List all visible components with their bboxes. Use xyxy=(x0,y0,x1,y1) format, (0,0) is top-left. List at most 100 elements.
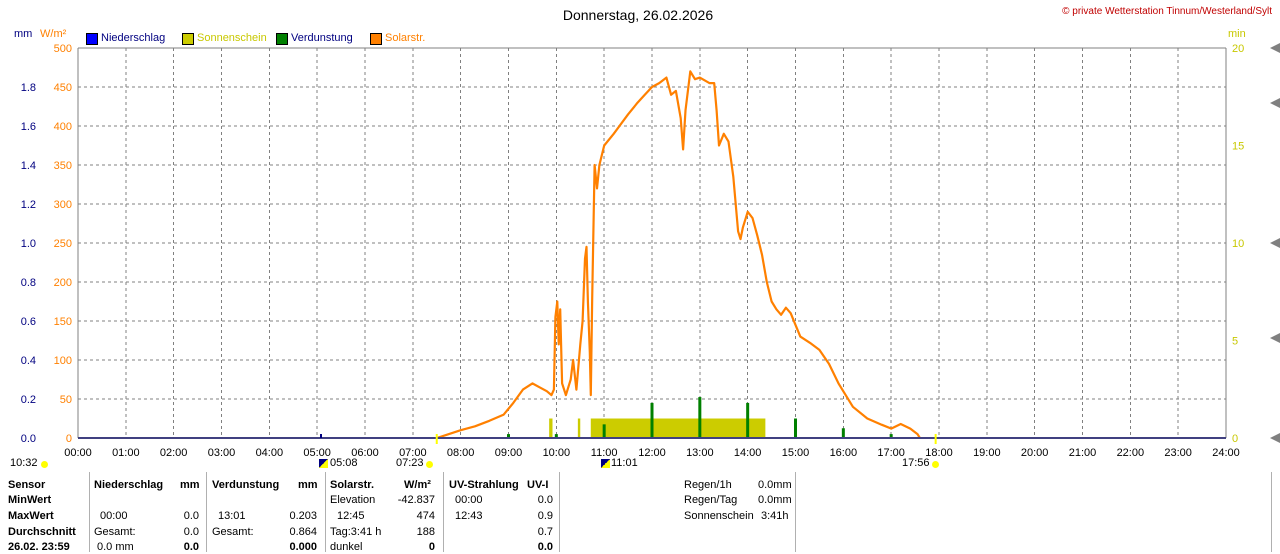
x-tick-label: 12:00 xyxy=(638,447,666,459)
solar-avg-label: Tag:3:41 h xyxy=(330,526,382,538)
unit-wm2: W/m² xyxy=(40,28,67,40)
table-divider xyxy=(795,472,796,552)
x-tick-label: 00:00 xyxy=(64,447,92,459)
y-tick-label-mm: 0.6 xyxy=(21,316,36,328)
precip-unit: mm xyxy=(180,479,200,491)
chart: 00:00 01:00 02:00 03:00 04:00 05:00 06:00 07:00… xyxy=(21,43,1280,459)
x-tick-label: 02:00 xyxy=(160,447,188,459)
sunrise-label: 05:08 xyxy=(330,457,358,469)
x-tick-label: 03:00 xyxy=(208,447,236,459)
evaporation-bar xyxy=(889,434,893,438)
solar-header: Solarstr. xyxy=(330,479,375,491)
x-tick-label: 08:00 xyxy=(447,447,475,459)
summary-rain-day-value: 0.0mm xyxy=(758,494,792,506)
summary-rain-1h-label: Regen/1h xyxy=(684,479,732,491)
x-tick-label: 18:00 xyxy=(925,447,953,459)
x-tick-label: 01:00 xyxy=(112,447,140,459)
y-tick-label-mm: 0.4 xyxy=(21,355,36,367)
evap-now-total: 0.000 xyxy=(289,541,317,553)
x-tick-label: 23:00 xyxy=(1164,447,1192,459)
chart-title: Donnerstag, 26.02.2026 xyxy=(562,7,714,23)
solar-min-label: Elevation xyxy=(330,494,376,506)
y-tick-label-wm2: 0 xyxy=(66,433,72,445)
precip-now-total: 0.0 xyxy=(183,541,199,553)
right-arrow-decoration xyxy=(1262,40,1280,450)
right-arrow-icon xyxy=(1270,43,1280,53)
dawn-label: 07:23 xyxy=(396,457,424,469)
dawn-tick xyxy=(435,434,438,444)
row-label-now: 26.02. 23:59 xyxy=(8,541,70,553)
evap-unit: mm xyxy=(298,479,318,491)
summary-sunshine-value: 3:41h xyxy=(761,510,789,522)
x-tick-label: 11:00 xyxy=(591,447,618,459)
x-tick-label: 10:00 xyxy=(543,447,571,459)
start-time-dot xyxy=(41,461,48,468)
evap-avg-value: 0.864 xyxy=(289,526,317,538)
solar-min-value: -42.837 xyxy=(397,494,435,506)
x-tick-label: 04:00 xyxy=(256,447,284,459)
x-tick-label: 19:00 xyxy=(973,447,1001,459)
precip-max-time: 00:00 xyxy=(100,510,128,522)
solar-now-label: dunkel xyxy=(330,541,363,553)
precip-now-value: 0.0 mm xyxy=(97,541,134,553)
evaporation-bar xyxy=(841,428,845,438)
y-tick-label-mm: 1.6 xyxy=(21,121,36,133)
uv-header: UV-Strahlung xyxy=(449,479,519,491)
right-arrow-icon xyxy=(1270,98,1280,108)
x-tick-label: 16:00 xyxy=(830,447,858,459)
y-tick-label-mm: 0.8 xyxy=(21,277,36,289)
sunset-tick xyxy=(934,434,937,444)
legend-swatch-precip xyxy=(86,33,98,45)
table-divider xyxy=(206,472,207,552)
precip-header: Niederschlag xyxy=(94,479,164,491)
y-tick-label-wm2: 100 xyxy=(54,355,72,367)
y-tick-label-mm: 1.8 xyxy=(21,82,36,94)
copyright-symbol: © xyxy=(1062,6,1070,17)
solar-max-value: 474 xyxy=(416,510,435,522)
right-arrow-icon xyxy=(1270,238,1280,248)
sunshine-bar xyxy=(549,418,553,438)
y-tick-label-min: 10 xyxy=(1232,238,1244,250)
grid-lines xyxy=(78,48,1226,438)
y-tick-label-wm2: 50 xyxy=(60,394,72,406)
legend-swatch-evap xyxy=(276,33,288,45)
solar-now-value: 0 xyxy=(428,541,435,553)
uv-min-time: 00:00 xyxy=(455,494,483,506)
table-divider xyxy=(559,472,560,552)
evaporation-bar xyxy=(602,424,606,438)
x-tick-label: 24:00 xyxy=(1212,447,1240,459)
y-tick-label-mm: 1.2 xyxy=(21,199,36,211)
x-tick-label: 22:00 xyxy=(1117,447,1145,459)
evap-max-time: 13:01 xyxy=(218,510,246,522)
y-tick-label-wm2: 400 xyxy=(54,121,72,133)
x-tick-label: 14:00 xyxy=(734,447,762,459)
legend-label-solar: Solarstr. xyxy=(385,32,426,44)
time-markers xyxy=(319,43,1280,444)
y-tick-label-wm2: 150 xyxy=(54,316,72,328)
right-arrow-icon xyxy=(1270,433,1280,443)
table-divider xyxy=(443,472,444,552)
sunset-dot xyxy=(932,461,939,468)
right-arrow-icon xyxy=(1270,333,1280,343)
x-tick-label: 07:00 xyxy=(399,447,427,459)
x-tick-label: 20:00 xyxy=(1021,447,1049,459)
plot-frame xyxy=(77,47,1227,439)
precip-avg-label: Gesamt: xyxy=(94,526,136,538)
evap-header: Verdunstung xyxy=(212,479,280,491)
legend-swatch-solar xyxy=(370,33,382,45)
uv-avg-value: 0.7 xyxy=(537,526,553,538)
y-tick-label-wm2: 450 xyxy=(54,82,72,94)
y-tick-label-wm2: 250 xyxy=(54,238,72,250)
y-tick-label-min: 15 xyxy=(1232,141,1244,153)
y-tick-label-min: 20 xyxy=(1232,43,1244,55)
solar-avg-value: 188 xyxy=(416,526,435,538)
legend-swatch-sunshine xyxy=(182,33,194,45)
tick-labels: 00:00 01:00 02:00 03:00 04:00 05:00 06:00 07:00… xyxy=(21,43,1245,459)
uv-unit: UV-I xyxy=(527,479,549,491)
solar-noon-icon xyxy=(601,459,610,468)
evap-avg-label: Gesamt: xyxy=(212,526,254,538)
evaporation-bar xyxy=(794,418,797,438)
y-tick-label-wm2: 200 xyxy=(54,277,72,289)
evap-max-value: 0.203 xyxy=(289,510,317,522)
bar-series xyxy=(507,397,893,438)
